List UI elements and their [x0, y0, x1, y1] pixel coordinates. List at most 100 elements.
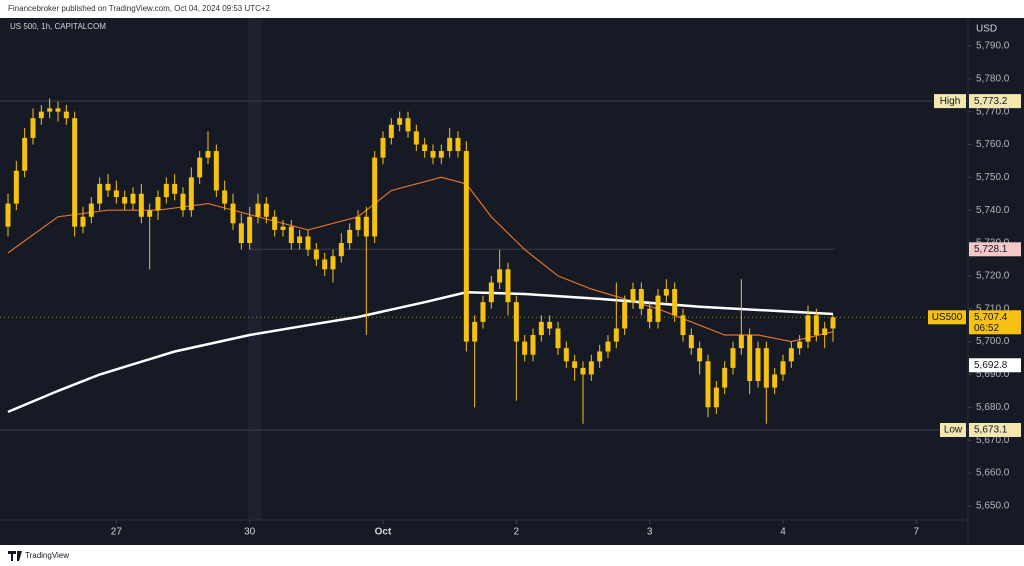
candle-body: [388, 124, 394, 138]
candle-body: [772, 374, 778, 388]
y-tick-label: 5,710.0: [976, 303, 1010, 314]
candle-body: [447, 137, 453, 152]
y-tick-label: 5,660.0: [976, 468, 1010, 479]
candle-body: [647, 308, 653, 322]
y-tick-label: 5,780.0: [976, 73, 1010, 84]
symbol-label: US 500, 1h, CAPITALCOM: [10, 22, 106, 31]
candle-body: [363, 216, 369, 237]
candle-body: [488, 282, 494, 303]
candle-body: [830, 317, 836, 329]
candle-body: [188, 177, 194, 211]
candle-body: [372, 157, 378, 237]
candle-body: [297, 236, 303, 244]
candle-body: [588, 361, 594, 375]
candle-body: [80, 216, 86, 227]
candle-body: [672, 289, 678, 316]
candle-body: [655, 295, 661, 322]
candle-body: [280, 226, 286, 230]
price-tag-label: 5,673.1: [974, 425, 1008, 436]
candle-body: [13, 170, 19, 204]
candle-body: [213, 151, 219, 191]
candle-body: [288, 226, 294, 244]
candle-body: [788, 348, 794, 362]
candle-body: [463, 151, 469, 342]
candle-body: [238, 223, 244, 244]
candle-body: [63, 111, 69, 119]
candle-body: [563, 348, 569, 362]
x-tick-label: 4: [780, 527, 786, 538]
candle-body: [263, 203, 269, 217]
candle-body: [547, 321, 553, 329]
candle-body: [530, 335, 536, 355]
marker-name: High: [940, 96, 961, 107]
candle-body: [580, 367, 586, 375]
price-tag-label: 5,707.4: [974, 312, 1008, 323]
candle-body: [747, 335, 753, 382]
price-tag: [969, 310, 1021, 335]
x-tick-label: 3: [647, 527, 653, 538]
candle-body: [763, 348, 769, 388]
candle-body: [147, 210, 153, 217]
price-tag-label: 5,728.1: [974, 244, 1008, 255]
candle-body: [122, 197, 128, 204]
logo: [8, 551, 22, 561]
candle-body: [113, 190, 119, 198]
candle-body: [97, 183, 103, 204]
y-tick-label: 5,770.0: [976, 106, 1010, 117]
x-tick-label: 27: [111, 527, 123, 538]
y-tick-label: 5,720.0: [976, 271, 1010, 282]
candle-body: [755, 348, 761, 382]
candle-body: [513, 302, 519, 342]
candle-body: [272, 216, 278, 230]
candle-body: [597, 351, 603, 362]
candle-body: [455, 137, 461, 152]
candle-body: [305, 236, 311, 250]
candle-body: [472, 321, 478, 342]
candle-body: [330, 256, 336, 270]
candle-body: [255, 203, 261, 217]
y-tick-label: 5,650.0: [976, 501, 1010, 512]
candle-body: [480, 302, 486, 322]
candle-body: [397, 118, 403, 125]
candle-body: [630, 289, 636, 303]
chart-bg: [0, 18, 1024, 545]
candle-body: [680, 315, 686, 336]
y-tick-label: 5,690.0: [976, 369, 1010, 380]
marker-name: Low: [944, 425, 963, 436]
candle-body: [663, 289, 669, 296]
candle-body: [5, 203, 11, 227]
candle-body: [797, 341, 803, 349]
brand: TradingView: [25, 551, 69, 560]
x-tick-label: 2: [514, 527, 520, 538]
published-line: Financebroker published on TradingView.c…: [8, 4, 271, 13]
candle-body: [638, 289, 644, 309]
price-tag: [969, 242, 1021, 257]
candle-body: [138, 193, 144, 217]
candle-body: [205, 151, 211, 158]
x-tick-label: 30: [244, 527, 256, 538]
candle-body: [197, 157, 203, 178]
candle-body: [780, 361, 786, 375]
candle-body: [713, 387, 719, 408]
candle-body: [130, 193, 136, 204]
candle-body: [172, 183, 178, 194]
candle-body: [688, 335, 694, 349]
candle-body: [38, 111, 44, 119]
candle-body: [22, 137, 28, 171]
candle-body: [730, 348, 736, 368]
price-tag: [969, 422, 1021, 437]
candle-body: [422, 144, 428, 152]
candle-body: [697, 348, 703, 362]
candle-body: [813, 315, 819, 336]
candle-body: [822, 328, 828, 336]
y-tick-label: 5,750.0: [976, 172, 1010, 183]
y-tick-label: 5,700.0: [976, 336, 1010, 347]
price-tag-label: 5,692.8: [974, 360, 1008, 371]
candle-body: [322, 259, 328, 270]
candle-body: [47, 108, 53, 112]
candle-body: [155, 197, 161, 211]
candle-body: [572, 361, 578, 368]
y-tick-label: 5,680.0: [976, 402, 1010, 413]
